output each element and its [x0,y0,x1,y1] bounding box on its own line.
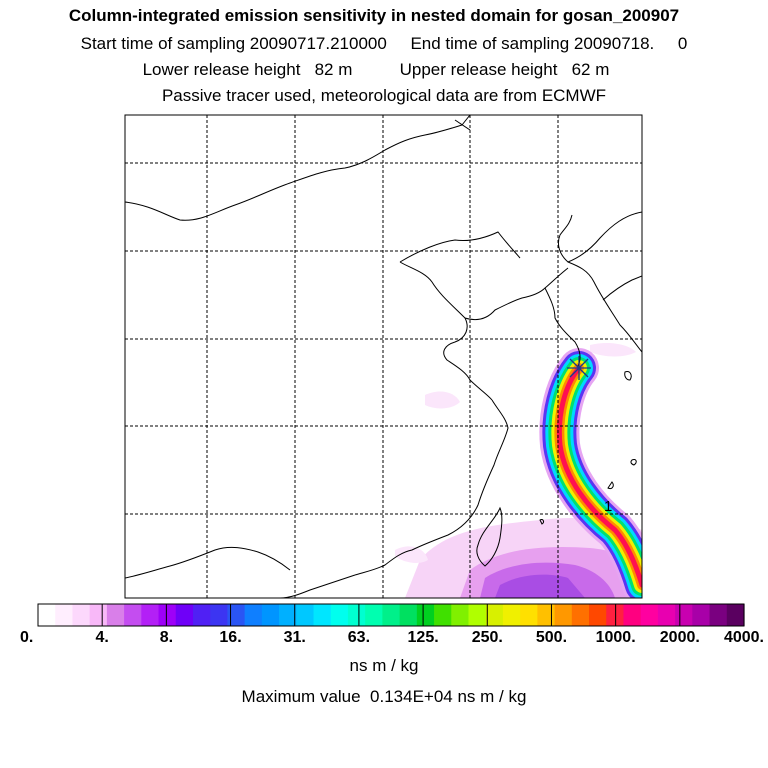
colorbar-swatch [227,604,246,626]
sensitivity-footprint [395,342,642,598]
colorbar-swatch [623,604,642,626]
colorbar-tick-label: 16. [219,629,242,646]
colorbar-tick-label: 4000. [723,629,764,646]
colorbar-swatch [347,604,366,626]
colorbar-swatch [175,604,194,626]
plume-label: 1 [604,498,612,515]
colorbar-tick-label: 2000. [659,629,700,646]
release-height-line: Lower release height 82 m Upper release … [142,60,610,79]
colorbar-swatch [89,604,108,626]
colorbar-swatch [675,604,693,626]
colorbar-swatch [382,604,401,626]
colorbar-swatch [244,604,263,626]
colorbar-units: ns m / kg [349,656,419,675]
colorbar-swatch [330,604,349,626]
colorbar-swatch [296,604,315,626]
colorbar-swatch [485,604,504,626]
colorbar-frame [37,603,745,627]
colorbar-swatch [399,604,418,626]
colorbar-swatch [589,604,607,626]
colorbar-tick-label: 125. [407,629,439,646]
colorbar-swatch [571,604,590,626]
coastline [125,115,642,598]
colorbar-swatch [158,604,177,626]
colorbar-swatch [692,604,711,626]
colorbar-swatch [210,604,229,626]
colorbar-swatch [502,604,521,626]
colorbar-swatch [141,604,160,626]
colorbar-tick-label: 250. [471,629,503,646]
colorbar-tick-label: 4. [95,629,109,646]
graticule [125,115,642,598]
colorbar-tick-label: 31. [283,629,306,646]
colorbar-swatch [72,604,91,626]
colorbar-swatch [537,604,556,626]
colorbar-swatch [416,604,435,626]
colorbar-swatch [192,604,211,626]
colorbar-tick-label: 0. [20,629,34,646]
maximum-value-line: Maximum value 0.134E+04 ns m / kg [241,687,527,706]
receptor-star-icon [567,356,591,380]
colorbar-swatch [657,604,676,626]
colorbar-swatch [468,604,487,626]
colorbar-swatch [261,604,280,626]
map-frame [124,114,643,599]
colorbar-swatch [279,604,297,626]
colorbar-swatch [709,604,728,626]
colorbar-tick-label: 8. [159,629,174,646]
colorbar-swatch [38,604,56,626]
colorbar-swatch [520,604,538,626]
colorbar-swatch [365,604,383,626]
colorbar-swatch [554,604,573,626]
sampling-time-line: Start time of sampling 20090717.210000 E… [80,34,688,53]
colorbar-swatch [106,604,125,626]
map-panel [125,115,642,598]
colorbar-tick-label: 63. [347,629,371,646]
colorbar-swatch [451,604,470,626]
plot-title: Column-integrated emission sensitivity i… [68,6,680,25]
tracer-info-line: Passive tracer used, meteorological data… [161,86,607,105]
colorbar-swatch [124,604,142,626]
colorbar-swatch [55,604,74,626]
colorbar-tick-label: 1000. [595,629,636,646]
colorbar-swatch [640,604,659,626]
colorbar [37,603,745,627]
colorbar-swatch [313,604,332,626]
colorbar-tick-label: 500. [535,629,568,646]
colorbar-swatch [726,604,745,626]
plume-band [539,348,642,598]
colorbar-swatch [434,604,452,626]
